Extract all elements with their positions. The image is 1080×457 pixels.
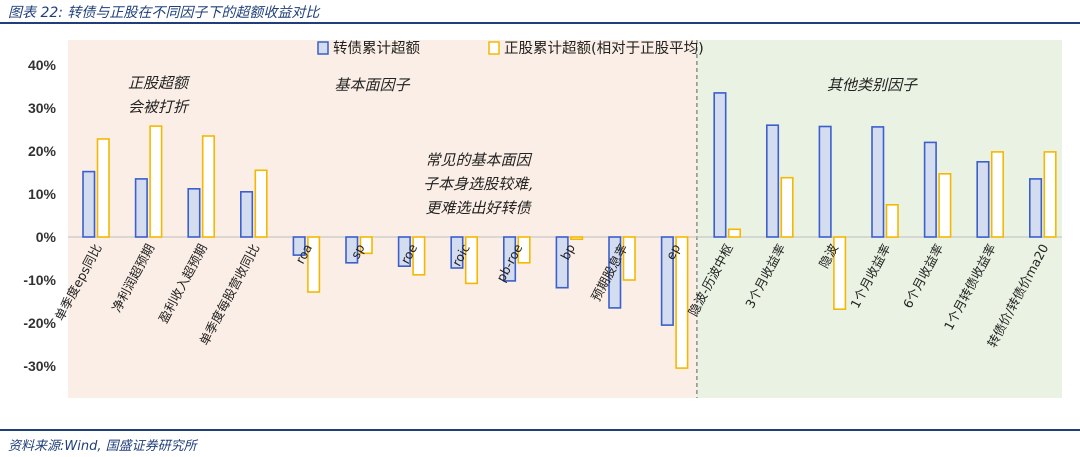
bar-convertible (240, 191, 254, 238)
bar-convertible (713, 92, 727, 238)
bar-convertible (871, 126, 885, 238)
source-note: 资料来源:Wind, 国盛证券研究所 (8, 439, 197, 454)
category-label: bp (557, 241, 578, 262)
bar-convertible (397, 236, 411, 268)
bar-stock (990, 151, 1005, 238)
bar-stock (570, 236, 584, 241)
bar-convertible (187, 188, 201, 238)
bar-convertible (555, 236, 569, 289)
bar-stock (307, 236, 321, 293)
note-fundamental-line-1: 常见的基本面因 (425, 151, 532, 169)
bar-stock (201, 135, 215, 238)
bar-stock (254, 169, 268, 238)
bar-stock (412, 236, 426, 276)
bar-convertible (765, 124, 780, 238)
y-tick-label: 30% (28, 100, 57, 116)
top-rule (0, 22, 1080, 24)
legend-swatch-stock (488, 41, 500, 55)
bar-stock (780, 176, 794, 238)
note-discount-line-2: 会被打折 (128, 98, 190, 116)
bar-chart: 40%30%20%10%0%-10%-20%-30% 单季度eps同比 净利润超预… (23, 40, 1062, 398)
bar-stock (96, 138, 110, 238)
bar-convertible (660, 236, 674, 326)
note-fundamental-line-2: 子本身选股较难, (423, 175, 533, 193)
category-label: ep (663, 241, 684, 262)
y-tick-label: 20% (28, 143, 57, 159)
bar-stock (833, 236, 847, 310)
bar-stock (517, 236, 531, 264)
bar-series (82, 92, 1057, 369)
bottom-rule (0, 429, 1080, 431)
bar-stock (359, 236, 373, 255)
bar-convertible (82, 170, 96, 238)
y-tick-label: -20% (23, 315, 56, 331)
bar-stock (1043, 151, 1057, 238)
group-label-other: 其他类别因子 (827, 76, 918, 94)
bar-convertible (1029, 178, 1043, 238)
group-label-fundamental: 基本面因子 (334, 76, 410, 94)
y-axis-ticks: 40% 30% 20% 10% 0% -10% -20% -30% (23, 57, 56, 374)
y-tick-label: -30% (23, 358, 56, 374)
note-discount-line-1: 正股超额 (128, 74, 191, 92)
y-tick-label: 40% (28, 57, 57, 73)
legend-label-stock: 正股累计超额(相对于正股平均) (504, 40, 704, 57)
figure-title: 图表 22: 转债与正股在不同因子下的超额收益对比 (8, 5, 320, 21)
bar-stock (149, 125, 163, 238)
bar-convertible (134, 178, 148, 238)
category-label: sp (348, 241, 368, 261)
bar-stock (938, 173, 952, 238)
legend-label-convertible: 转债累计超额 (333, 40, 420, 57)
bar-convertible (292, 236, 306, 256)
bar-convertible (923, 141, 937, 238)
bar-stock (464, 236, 479, 285)
bar-stock (727, 228, 742, 238)
bar-convertible (818, 125, 832, 238)
bar-convertible (976, 161, 990, 238)
bar-stock (885, 204, 899, 238)
fundamental-factors-background (68, 40, 697, 398)
y-tick-label: 0% (36, 229, 57, 245)
bar-convertible (502, 236, 517, 282)
note-fundamental-line-3: 更难选出好转债 (425, 199, 532, 217)
bar-convertible (608, 236, 622, 309)
legend: 转债累计超额 正股累计超额(相对于正股平均) (317, 40, 704, 57)
bar-stock (622, 236, 636, 281)
bar-convertible (345, 236, 359, 264)
bar-convertible (450, 236, 464, 269)
bar-stock (675, 236, 689, 369)
y-tick-label: -10% (23, 272, 56, 288)
legend-swatch-convertible (317, 41, 329, 55)
y-tick-label: 10% (28, 186, 57, 202)
